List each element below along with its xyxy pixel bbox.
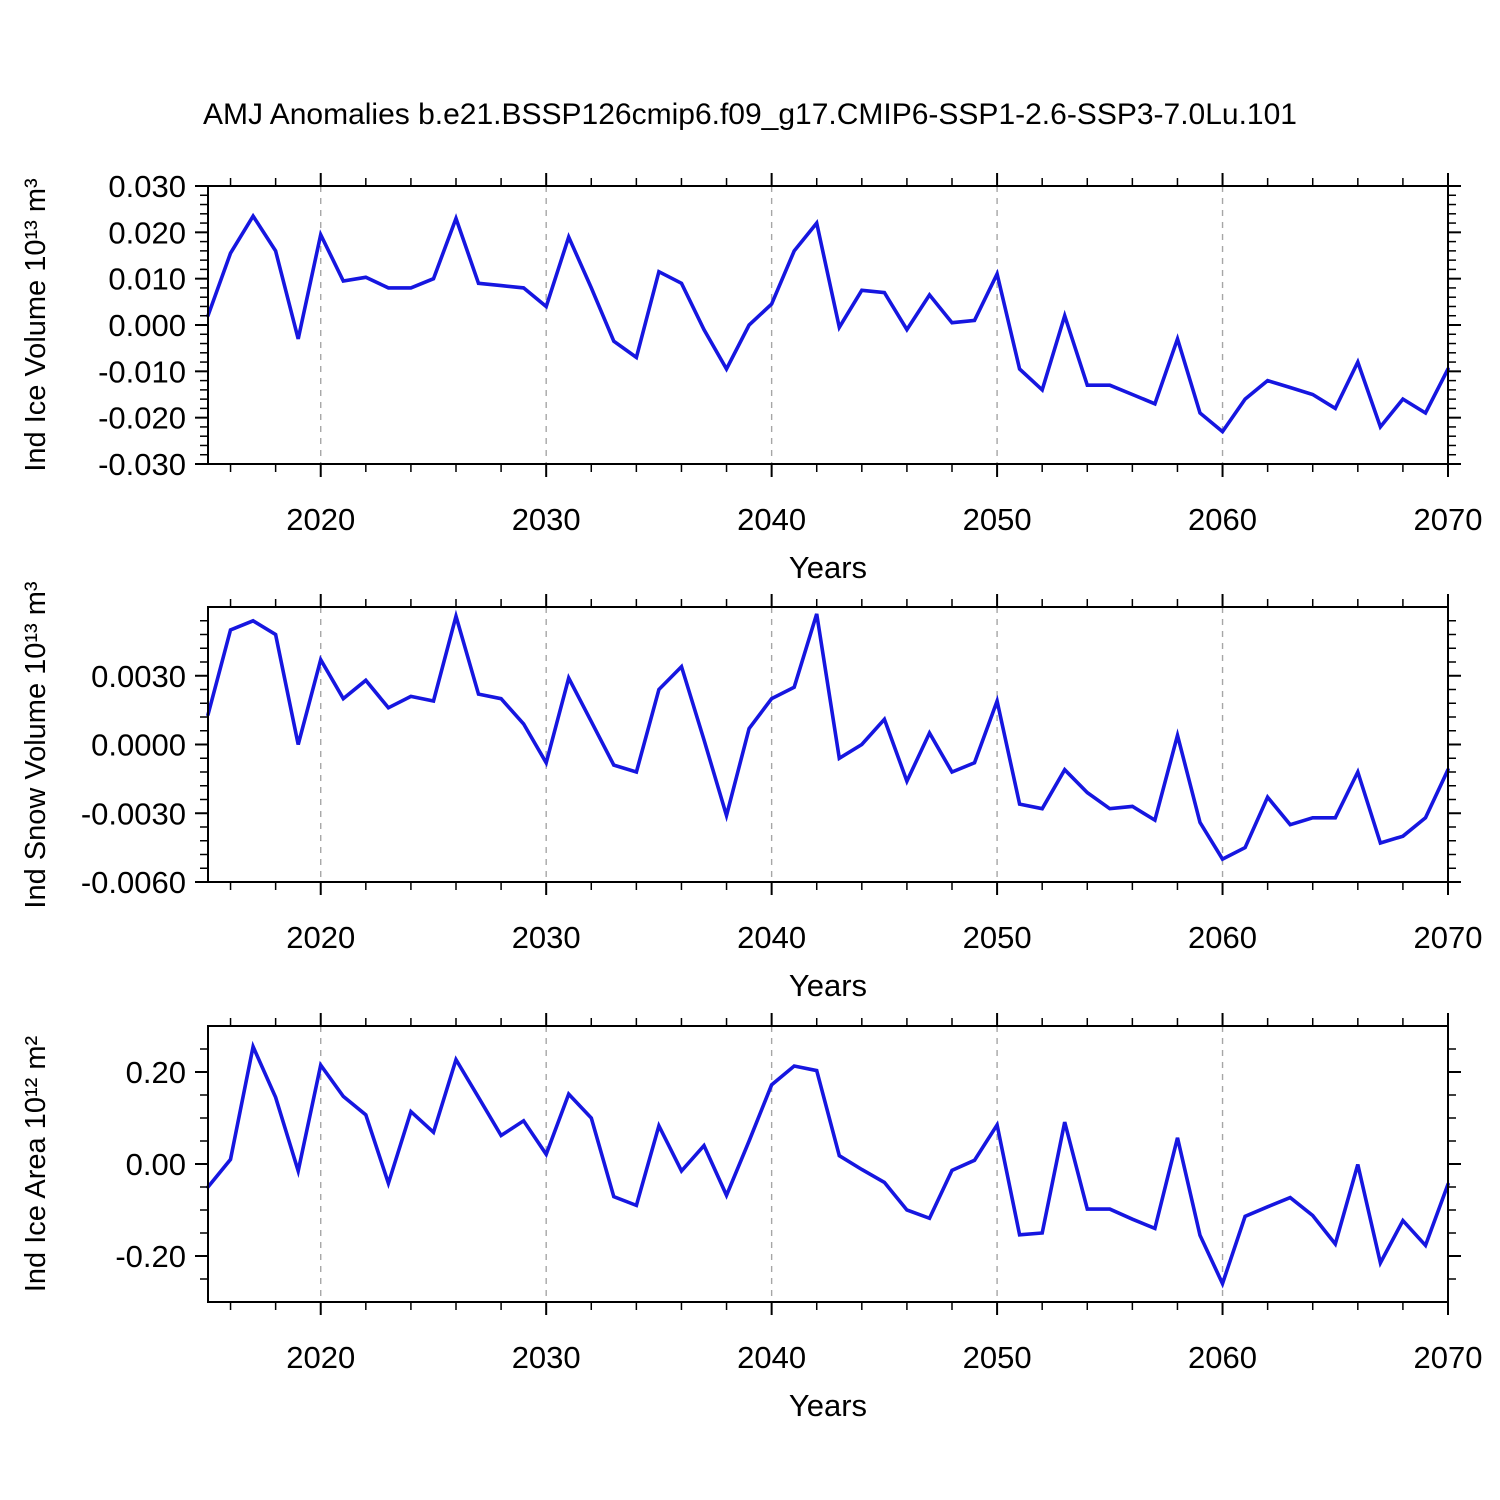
x-tick-label: 2020 <box>286 920 355 955</box>
x-tick-label: 2040 <box>737 1340 806 1375</box>
x-tick-label: 2050 <box>963 1340 1032 1375</box>
x-axis-label-years-top: Years <box>788 550 868 585</box>
y-tick-label: 0.020 <box>108 215 186 250</box>
x-tick-label: 2050 <box>963 502 1032 537</box>
x-tick-label: 2060 <box>1188 920 1257 955</box>
x-tick-label: 2040 <box>737 502 806 537</box>
data-line-ind-ice-area <box>206 1040 1450 1289</box>
x-tick-label: 2070 <box>1414 920 1483 955</box>
y-tick-label: -0.030 <box>98 447 186 482</box>
plot-border <box>207 606 1449 883</box>
panel-ind-ice-area: 2020 2030 2040 2050 2060 2070 0.20 0.00 -0.20 <box>115 1013 1482 1375</box>
x-axis-label-years-middle: Years <box>788 968 868 1003</box>
x-tick-label: 2040 <box>737 920 806 955</box>
x-tick-label: 2050 <box>963 920 1032 955</box>
y-tick-label: 0.010 <box>108 262 186 297</box>
y-tick-label: -0.0060 <box>81 865 186 900</box>
page-title: AMJ Anomalies b.e21.BSSP126cmip6.f09_g17… <box>203 98 1297 131</box>
x-tick-label: 2030 <box>512 920 581 955</box>
y-tick-label: -0.0030 <box>81 796 186 831</box>
y-tick-label: 0.00 <box>126 1147 186 1182</box>
y-tick-label: -0.010 <box>98 354 186 389</box>
data-line-ind-snow-volume <box>206 609 1450 862</box>
plot-border <box>207 185 1449 465</box>
x-tick-label: 2070 <box>1414 1340 1483 1375</box>
y-tick-label: 0.030 <box>108 169 186 204</box>
y-tick-label: 0.20 <box>126 1055 186 1090</box>
panel-ind-ice-volume: 2020 2030 2040 2050 2060 2070 0.030 0.020 0.010 0… <box>98 169 1482 537</box>
y-tick-label: 0.0000 <box>91 728 186 763</box>
y-tick-label: -0.020 <box>98 401 186 436</box>
x-tick-label: 2020 <box>286 502 355 537</box>
x-tick-label: 2020 <box>286 1340 355 1375</box>
y-tick-label: 0.0030 <box>91 659 186 694</box>
x-tick-label: 2030 <box>512 502 581 537</box>
x-tick-label: 2030 <box>512 1340 581 1375</box>
y-tick-label: -0.20 <box>115 1239 186 1274</box>
y-tick-label: 0.000 <box>108 308 186 343</box>
x-axis-label-years-bottom: Years <box>788 1388 868 1423</box>
x-tick-label: 2060 <box>1188 502 1257 537</box>
panel-ind-snow-volume: 2020 2030 2040 2050 2060 2070 0.0030 0.0000 -0.0… <box>81 594 1483 955</box>
data-line-ind-ice-volume <box>206 212 1450 435</box>
x-tick-label: 2070 <box>1414 502 1483 537</box>
x-tick-label: 2060 <box>1188 1340 1257 1375</box>
